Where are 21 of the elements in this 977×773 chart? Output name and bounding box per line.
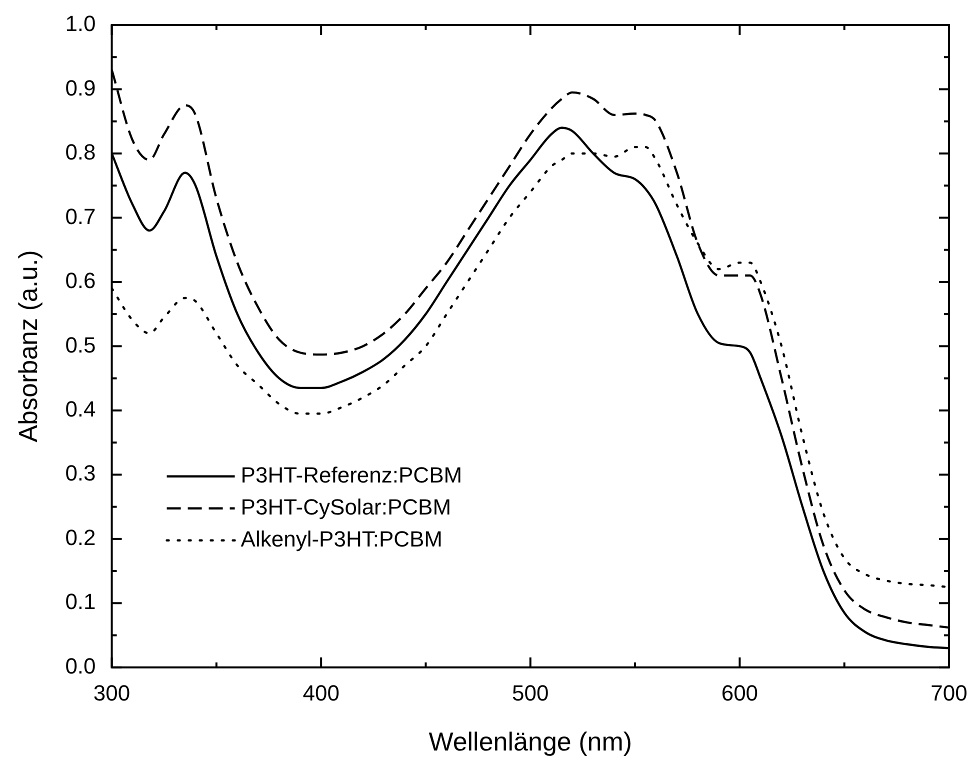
x-tick-label: 600	[721, 680, 758, 706]
x-axis-title: Wellenlänge (nm)	[428, 726, 632, 757]
y-tick-label: 1.0	[65, 11, 96, 36]
y-tick-label: 0.4	[65, 396, 96, 422]
y-tick-label: 0.9	[65, 75, 96, 100]
y-tick-label: 0.1	[65, 589, 96, 614]
y-tick-label: 0.5	[65, 332, 96, 358]
x-tick-label: 500	[512, 680, 549, 706]
legend-label: Alkenyl-P3HT:PCBM	[240, 526, 442, 552]
y-tick-label: 0.6	[65, 268, 96, 294]
y-tick-label: 0.8	[65, 140, 96, 165]
y-tick-label: 0.0	[65, 653, 96, 678]
x-tick-label: 300	[93, 680, 130, 706]
x-tick-label: 700	[930, 680, 968, 706]
y-tick-label: 0.2	[65, 524, 96, 550]
y-tick-label: 0.7	[65, 204, 96, 229]
legend-label: P3HT-Referenz:PCBM	[240, 462, 462, 488]
x-tick-label: 400	[302, 680, 340, 706]
legend-label: P3HT-CySolar:PCBM	[240, 494, 452, 520]
y-tick-label: 0.3	[65, 460, 96, 486]
y-axis-title: Absorbanz (a.u.)	[12, 250, 43, 442]
